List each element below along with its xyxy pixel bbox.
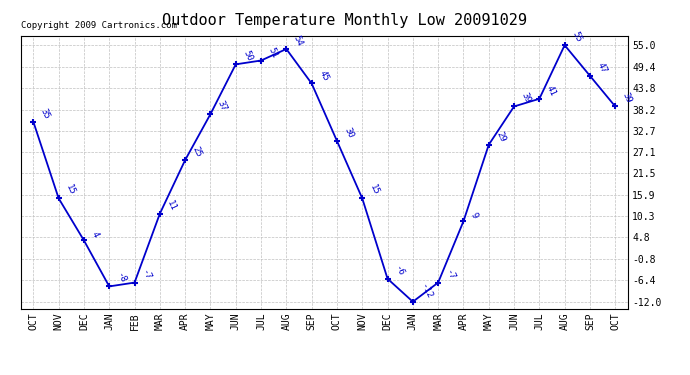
Text: -8: -8 <box>115 272 128 285</box>
Text: -7: -7 <box>140 268 152 281</box>
Text: 37: 37 <box>216 99 228 113</box>
Text: 50: 50 <box>241 50 254 63</box>
Text: 41: 41 <box>545 84 558 98</box>
Text: 25: 25 <box>190 145 204 159</box>
Text: 54: 54 <box>292 34 304 48</box>
Text: -12: -12 <box>418 282 433 300</box>
Text: 9: 9 <box>469 211 480 220</box>
Text: 29: 29 <box>494 130 507 143</box>
Text: 15: 15 <box>368 183 380 197</box>
Text: 55: 55 <box>570 30 583 44</box>
Text: 11: 11 <box>166 199 178 212</box>
Text: 30: 30 <box>342 126 355 140</box>
Text: 45: 45 <box>317 69 330 82</box>
Text: Copyright 2009 Cartronics.com: Copyright 2009 Cartronics.com <box>21 21 177 30</box>
Text: 4: 4 <box>90 230 100 239</box>
Text: 47: 47 <box>595 61 608 74</box>
Text: Outdoor Temperature Monthly Low 20091029: Outdoor Temperature Monthly Low 20091029 <box>163 13 527 28</box>
Text: 51: 51 <box>266 46 279 59</box>
Text: -7: -7 <box>444 268 456 281</box>
Text: 35: 35 <box>39 107 52 120</box>
Text: 39: 39 <box>621 92 633 105</box>
Text: 15: 15 <box>64 183 77 197</box>
Text: -6: -6 <box>393 264 406 278</box>
Text: 39: 39 <box>520 92 532 105</box>
